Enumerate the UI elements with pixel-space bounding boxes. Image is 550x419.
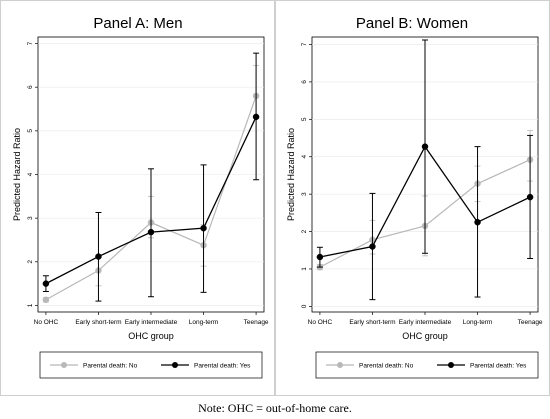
legend-marker [337,362,343,368]
legend-marker [61,362,67,368]
panel-b-x-tick-label: No OHC [308,319,333,326]
panel-b-women: Panel B: Women 0 1 2 3 4 5 6 7 No OHC Early shor… [275,0,550,396]
data-point [252,113,260,121]
data-point [42,280,50,287]
panel-a-series [42,52,260,304]
data-point [200,224,207,232]
data-point [95,253,102,260]
data-point [42,296,50,304]
data-point [474,218,481,226]
panel-b-x-tick-label: Early short-term [349,319,395,326]
legend-label: Parental death: No [359,362,414,369]
legend-marker [448,362,454,368]
panel-a-series-yes [42,52,260,302]
panel-b-series [316,39,534,301]
legend-marker [172,362,178,368]
panel-a-y-tick-label: 2 [27,260,34,264]
panel-b-x-tick-label: Long-term [463,319,493,326]
panel-b-y-ticks: 0 1 2 3 4 5 6 7 [301,42,312,308]
data-point [316,253,324,261]
legend-label: Parental death: Yes [194,362,251,369]
panel-b-y-tick-label: 6 [301,80,308,84]
panel-a-x-tick-label: No OHC [34,319,59,326]
panel-a-x-ticks: No OHC Early short-term Early intermediate… [34,312,269,326]
panel-b-x-tick-label: Early intermediate [399,319,452,326]
panel-a-y-tick-label: 5 [27,129,34,133]
panel-b-y-tick-label: 3 [301,192,308,196]
panel-a-x-tick-label: Teenage [244,319,269,326]
panel-b-y-axis-label: Predicted Hazard Ratio [286,128,296,221]
panel-a-y-tick-label: 4 [27,172,34,176]
panel-a-x-tick-label: Early short-term [75,319,121,326]
panel-b-y-tick-label: 1 [301,267,308,271]
panel-a-legend-entries: Parental death: No Parental death: Yes [50,362,251,369]
panel-a-y-tick-label: 6 [27,85,34,89]
panel-a-x-tick-label: Early intermediate [125,319,178,326]
panel-b-y-tick-label: 0 [301,304,308,308]
panel-a-title: Panel A: Men [93,15,182,32]
panel-b-y-tick-label: 7 [301,42,308,46]
panel-b-legend-entries: Parental death: No Parental death: Yes [326,362,527,369]
panel-a-y-axis-label: Predicted Hazard Ratio [12,128,22,221]
legend-label: Parental death: No [83,362,138,369]
data-point [147,228,155,236]
panel-a-x-tick-label: Long-term [189,319,219,326]
panel-b-y-tick-label: 4 [301,155,308,159]
panel-b-x-axis-label: OHC group [402,331,448,341]
panel-b-x-tick-label: Teenage [518,319,543,326]
panel-b-y-tick-label: 2 [301,229,308,233]
legend-label: Parental death: Yes [470,362,527,369]
panel-b-x-ticks: No OHC Early short-term Early intermediate… [308,312,543,326]
panel-a-y-tick-label: 7 [27,41,34,45]
panel-a-y-tick-label: 1 [27,303,34,307]
data-point [369,243,376,250]
data-point [526,193,534,201]
figure-note: Note: OHC = out-of-home care. [198,401,352,415]
panel-a-men: Panel A: Men 1 2 3 4 5 6 7 No OHC Early short-t… [0,0,275,396]
panel-b-title: Panel B: Women [356,15,468,32]
panel-a-y-tick-label: 3 [27,216,34,220]
data-point [421,143,429,150]
panel-a-x-axis-label: OHC group [128,331,174,341]
panel-a-y-ticks: 1 2 3 4 5 6 7 [27,41,38,307]
panel-b-series-yes [316,39,534,301]
panel-b-y-tick-label: 5 [301,117,308,121]
